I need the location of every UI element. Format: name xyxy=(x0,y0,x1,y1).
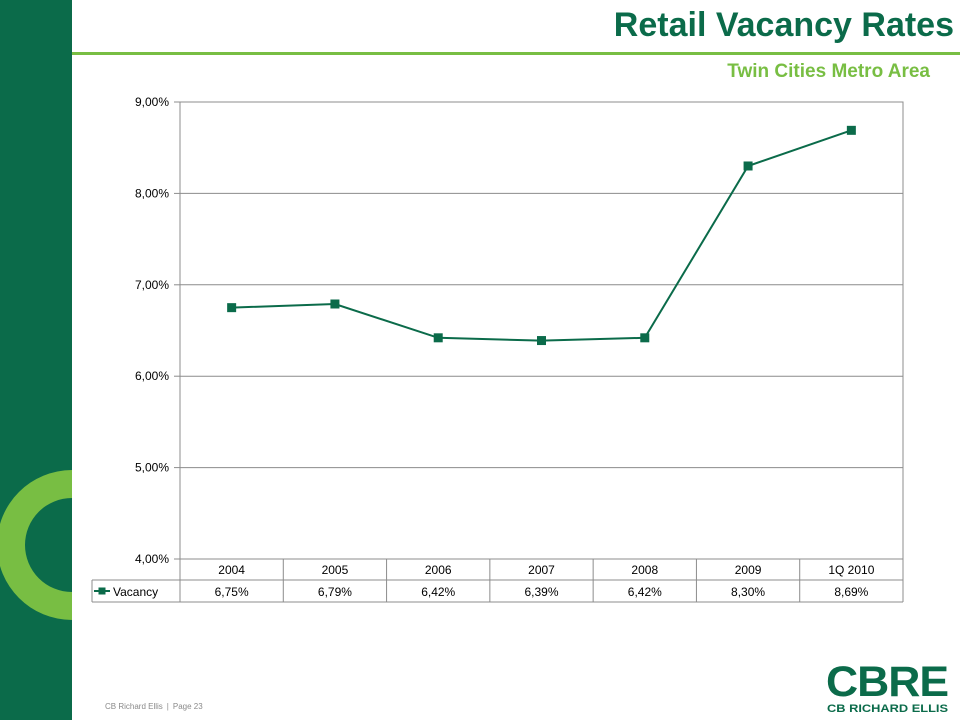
table-category-label: 1Q 2010 xyxy=(828,563,874,577)
y-tick-label: 6,00% xyxy=(135,369,169,383)
logo-wordmark: CBRE xyxy=(826,662,948,706)
data-point-marker xyxy=(227,303,237,313)
data-point-marker xyxy=(537,336,546,346)
table-category-label: 2009 xyxy=(735,563,762,577)
decorative-arc xyxy=(0,470,72,620)
data-point-marker xyxy=(433,333,443,343)
y-tick-label: 4,00% xyxy=(135,552,169,566)
data-point-marker xyxy=(330,299,340,309)
y-tick-label: 9,00% xyxy=(135,95,169,109)
table-value-label: 6,79% xyxy=(318,585,352,599)
footer: CB Richard Ellis | Page 23 xyxy=(105,702,203,711)
legend-series-name: Vacancy xyxy=(113,585,158,599)
table-value-label: 6,42% xyxy=(421,585,455,599)
table-value-label: 6,42% xyxy=(628,585,662,599)
series-vacancy xyxy=(227,125,856,346)
title-underline xyxy=(72,52,960,55)
table-category-label: 2005 xyxy=(322,563,349,577)
gridlines xyxy=(180,192,903,469)
footer-company: CB Richard Ellis xyxy=(105,702,163,711)
footer-page: Page 23 xyxy=(172,702,203,711)
table-category-label: 2008 xyxy=(631,563,658,577)
y-tick-label: 5,00% xyxy=(135,461,169,475)
data-table: 2004 6,75% 2005 6,79% 2006 6,42% 2007 6,39% 2008… xyxy=(91,559,904,603)
table-value-label: 6,39% xyxy=(524,585,558,599)
y-tick-label: 8,00% xyxy=(135,186,169,200)
page-subtitle: Twin Cities Metro Area xyxy=(727,61,930,82)
footer-separator: | xyxy=(166,702,169,711)
table-value-label: 6,75% xyxy=(215,585,249,599)
y-axis: 4,00% 5,00% 6,00% 7,00% 8,00% 9,00% xyxy=(135,95,180,566)
data-point-marker xyxy=(640,333,650,343)
logo-tagline: CB RICHARD ELLIS xyxy=(827,703,948,714)
table-category-label: 2006 xyxy=(425,563,452,577)
table-category-label: 2007 xyxy=(528,563,555,577)
table-value-label: 8,69% xyxy=(834,585,868,599)
plot-area xyxy=(179,101,904,560)
data-point-marker xyxy=(743,161,753,171)
table-category-label: 2004 xyxy=(218,563,245,577)
legend-marker xyxy=(98,587,106,595)
data-point-marker xyxy=(846,125,856,135)
page-title: Retail Vacancy Rates xyxy=(613,6,954,44)
y-tick-label: 7,00% xyxy=(135,278,169,292)
cbre-logo: CBRE CB RICHARD ELLIS xyxy=(826,662,949,714)
table-value-label: 8,30% xyxy=(731,585,765,599)
